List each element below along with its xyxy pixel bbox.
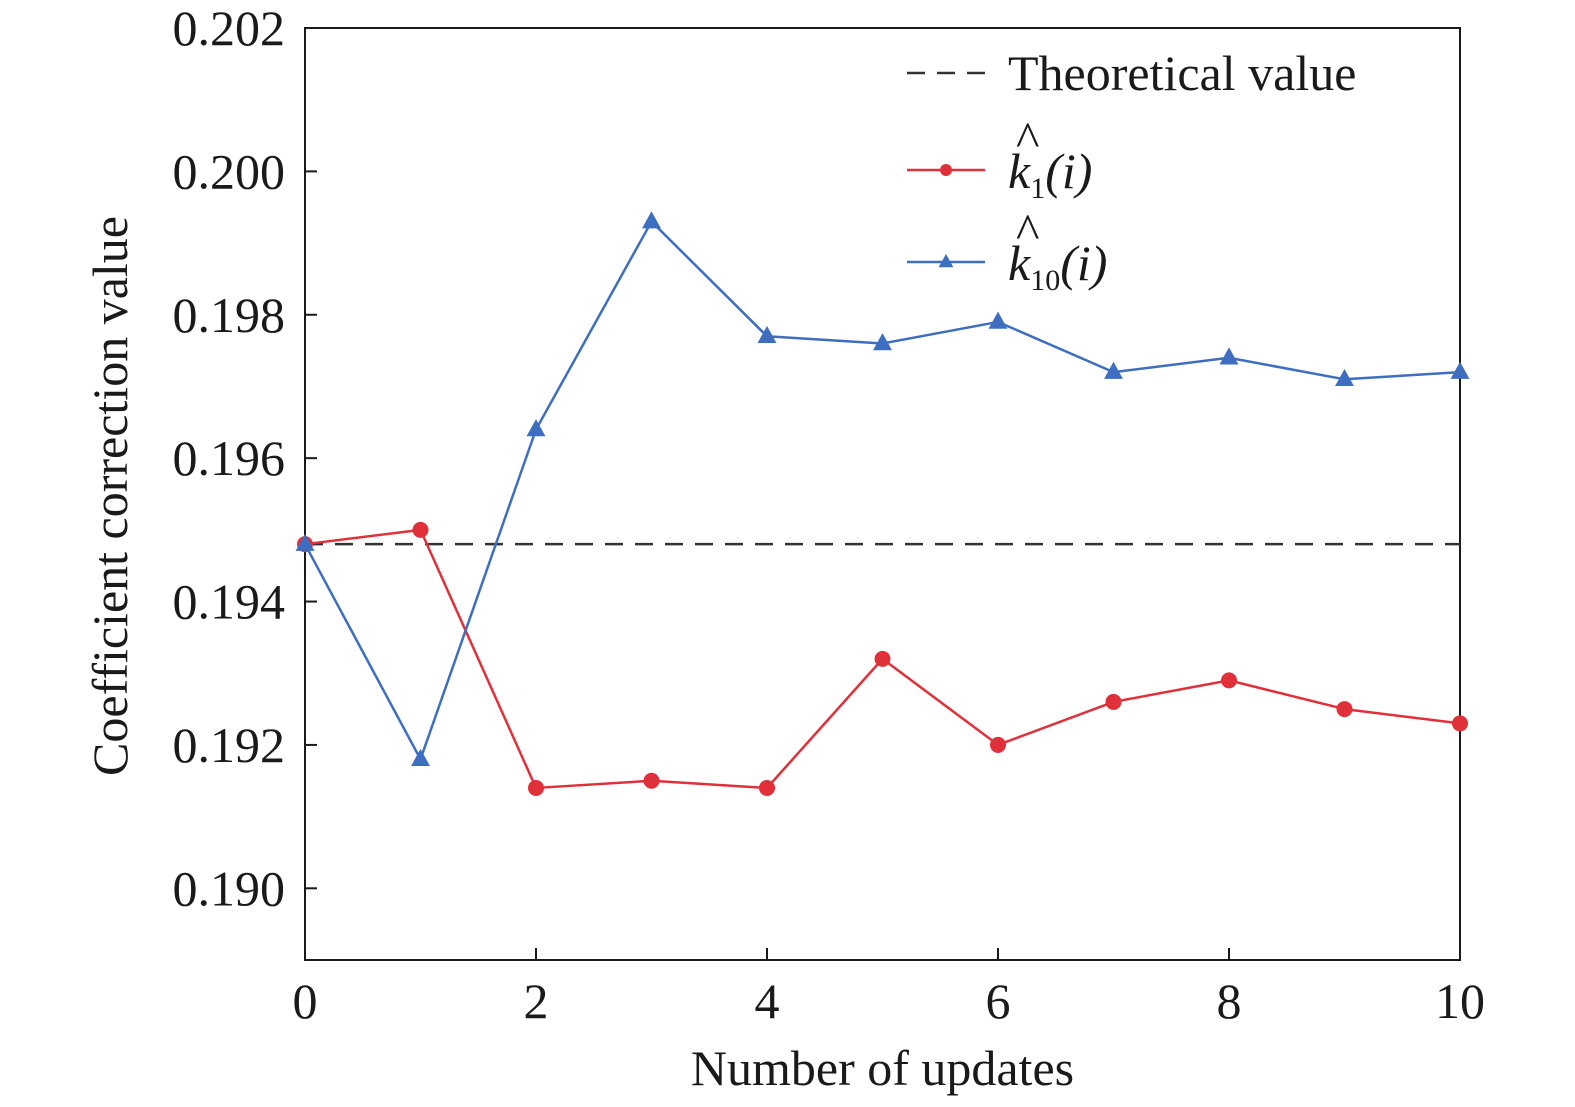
data-point xyxy=(1450,361,1470,379)
y-tick-label: 0.190 xyxy=(173,860,286,916)
legend-label: k10(i) xyxy=(1008,235,1107,297)
data-point xyxy=(1336,701,1353,718)
y-tick-label: 0.198 xyxy=(173,287,286,343)
data-point xyxy=(873,333,892,351)
x-axis: 0 2 4 6 8 10 xyxy=(293,948,1485,1029)
data-point xyxy=(1221,672,1237,689)
y-tick-label: 0.194 xyxy=(173,574,286,630)
hat-accent: ^ xyxy=(1016,203,1039,259)
data-point xyxy=(295,533,315,551)
x-tick-label: 2 xyxy=(524,973,549,1029)
x-tick-label: 6 xyxy=(986,973,1011,1029)
data-point xyxy=(1104,361,1123,379)
data-point xyxy=(411,748,430,767)
hat-accent: ^ xyxy=(1016,111,1039,167)
data-point xyxy=(988,311,1008,329)
plot-frame xyxy=(304,27,1461,961)
data-point xyxy=(412,521,429,538)
data-point xyxy=(1219,347,1239,365)
data-point xyxy=(757,325,777,344)
y-tick-label: 0.202 xyxy=(173,0,286,56)
data-point xyxy=(1452,715,1468,732)
data-point xyxy=(526,419,546,437)
y-tick-label: 0.192 xyxy=(173,717,286,773)
data-point xyxy=(1105,693,1122,710)
y-axis-title: Coefficient correction value xyxy=(82,216,138,776)
series-layer xyxy=(295,211,1470,796)
series-1 xyxy=(297,521,1468,796)
legend-item-theoretical: Theoretical value xyxy=(907,45,1356,101)
data-point xyxy=(1335,368,1354,387)
data-point xyxy=(990,736,1006,753)
x-axis-title: Number of updates xyxy=(691,1040,1074,1096)
y-tick-label: 0.196 xyxy=(173,430,286,486)
x-tick-label: 10 xyxy=(1435,973,1485,1029)
series-line xyxy=(303,220,1461,761)
legend-item-series-2: k10(i)^ xyxy=(907,203,1107,297)
legend-label: k1(i) xyxy=(1008,143,1092,205)
data-point xyxy=(528,779,544,796)
legend-item-series-1: k1(i)^ xyxy=(907,111,1092,205)
x-tick-label: 4 xyxy=(755,973,780,1029)
legend-label: Theoretical value xyxy=(1008,45,1356,101)
y-axis: 0.190 0.192 0.194 0.196 0.198 0.200 0.202 xyxy=(173,0,317,916)
x-tick-label: 0 xyxy=(293,973,318,1029)
data-point xyxy=(874,650,891,667)
legend-marker xyxy=(940,164,952,176)
data-point xyxy=(759,779,775,796)
data-point xyxy=(643,772,660,789)
y-tick-label: 0.200 xyxy=(173,143,286,199)
series-2 xyxy=(295,211,1470,767)
x-tick-label: 8 xyxy=(1217,973,1242,1029)
legend-marker xyxy=(938,253,954,268)
data-point xyxy=(642,211,661,229)
plot-area xyxy=(304,27,1461,961)
